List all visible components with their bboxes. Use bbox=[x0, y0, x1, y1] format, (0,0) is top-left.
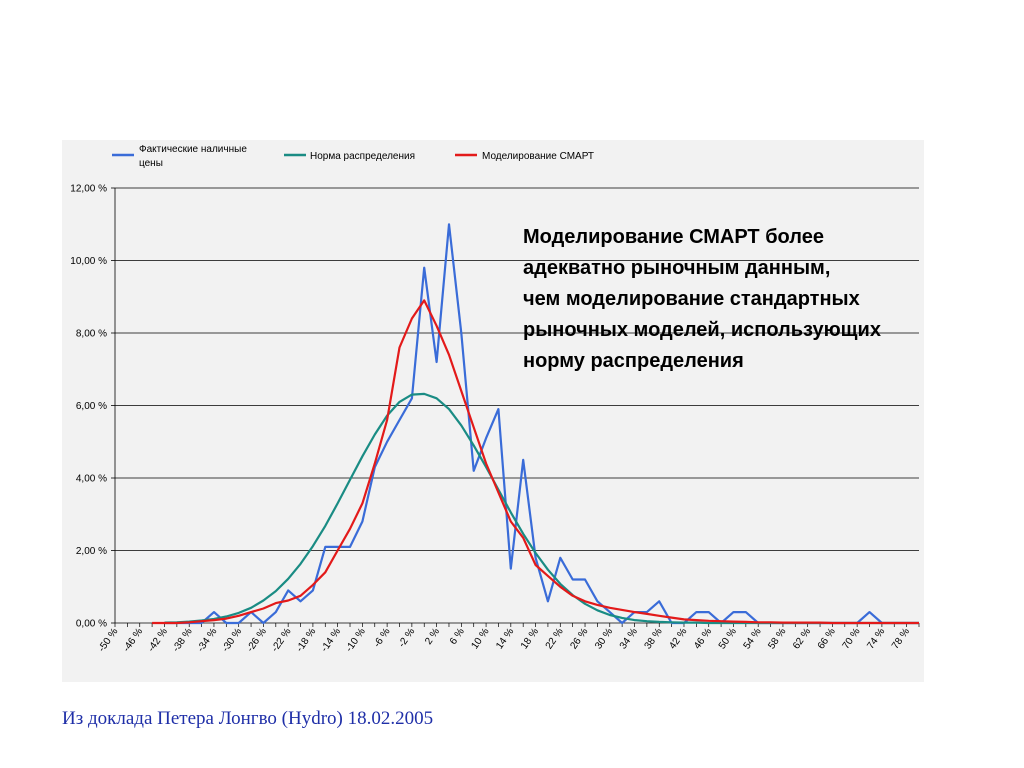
x-tick-label: 22 % bbox=[544, 626, 566, 651]
x-tick-label: 58 % bbox=[766, 626, 788, 651]
x-tick-label: -34 % bbox=[195, 626, 219, 654]
x-tick-label: -6 % bbox=[372, 626, 393, 649]
annotation-text: Моделирование СМАРТ более адекватно рыно… bbox=[523, 222, 993, 377]
y-tick-label: 4,00 % bbox=[76, 474, 107, 485]
x-tick-label: -42 % bbox=[146, 626, 170, 654]
x-tick-label: 18 % bbox=[519, 626, 541, 651]
legend-label-smart: Моделирование СМАРТ bbox=[482, 151, 594, 162]
x-tick-label: -22 % bbox=[270, 626, 294, 654]
annotation-line: норму распределения bbox=[523, 350, 744, 372]
y-tick-label: 6,00 % bbox=[76, 401, 107, 412]
series-lines bbox=[152, 223, 919, 625]
x-tick-label: -46 % bbox=[121, 626, 145, 654]
x-tick-label: -10 % bbox=[344, 626, 368, 654]
y-tick-label: 10,00 % bbox=[70, 256, 107, 267]
x-tick-label: 42 % bbox=[667, 626, 689, 651]
x-tick-label: 34 % bbox=[618, 626, 640, 651]
x-tick-label: -18 % bbox=[294, 626, 318, 654]
legend-label-actual-line2: цены bbox=[139, 158, 163, 169]
x-tick-label: 6 % bbox=[448, 626, 467, 647]
x-tick-label: -30 % bbox=[220, 626, 244, 654]
annotation-line: адекватно рыночным данным, bbox=[523, 257, 831, 279]
y-tick-label: 0,00 % bbox=[76, 619, 107, 630]
x-tick-label: 2 % bbox=[423, 626, 442, 647]
series-line-2 bbox=[152, 299, 919, 625]
annotation-line: чем моделирование стандартных bbox=[523, 288, 860, 310]
legend: Фактические наличные цены Норма распреде… bbox=[112, 144, 594, 169]
x-tick-label: 54 % bbox=[742, 626, 764, 651]
x-tick-label: -50 % bbox=[96, 626, 120, 654]
x-tick-label: 62 % bbox=[791, 626, 813, 651]
legend-label-actual-line1: Фактические наличные bbox=[139, 144, 247, 155]
y-axis-ticks: 0,00 % 2,00 % 4,00 % 6,00 % 8,00 % 10,00 % 12,… bbox=[70, 184, 115, 630]
x-tick-label: 74 % bbox=[865, 626, 887, 651]
x-axis-ticks: -50 % -46 % -42 % -38 % -34 % -30 % -26 % -22 %… bbox=[96, 623, 920, 654]
annotation-line: рыночных моделей, использующих bbox=[523, 319, 881, 341]
grid bbox=[114, 187, 919, 624]
chart-area: Фактические наличные цены Норма распреде… bbox=[62, 140, 924, 682]
x-tick-label: 38 % bbox=[643, 626, 665, 651]
x-tick-label: 30 % bbox=[593, 626, 615, 651]
series-line-1 bbox=[164, 392, 919, 625]
x-tick-label: 26 % bbox=[568, 626, 590, 651]
chart-svg: Фактические наличные цены Норма распреде… bbox=[70, 144, 920, 654]
legend-label-normal: Норма распределения bbox=[310, 151, 415, 162]
source-note: Из доклада Петера Лонгво (Hydro) 18.02.2… bbox=[62, 708, 434, 729]
x-tick-label: -26 % bbox=[245, 626, 269, 654]
y-tick-label: 12,00 % bbox=[70, 184, 107, 195]
y-tick-label: 8,00 % bbox=[76, 329, 107, 340]
x-tick-label: -38 % bbox=[171, 626, 195, 654]
x-tick-label: 70 % bbox=[841, 626, 863, 651]
x-tick-label: -2 % bbox=[397, 626, 418, 649]
x-tick-label: 50 % bbox=[717, 626, 739, 651]
annotation-line: Моделирование СМАРТ более bbox=[523, 226, 824, 248]
x-tick-label: 66 % bbox=[816, 626, 838, 651]
x-tick-label: 10 % bbox=[469, 626, 491, 651]
x-tick-label: 14 % bbox=[494, 626, 516, 651]
x-tick-label: 46 % bbox=[692, 626, 714, 651]
x-tick-label: -14 % bbox=[319, 626, 343, 654]
y-tick-label: 2,00 % bbox=[76, 546, 107, 557]
x-tick-label: 78 % bbox=[890, 626, 912, 651]
